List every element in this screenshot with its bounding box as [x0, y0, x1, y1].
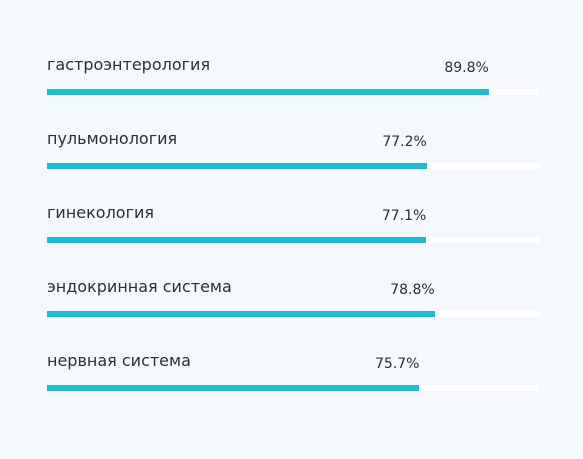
progress-track: [47, 237, 539, 243]
progress-track: [47, 385, 539, 391]
row-label: нервная система: [47, 351, 191, 370]
row-value: 77.1%: [381, 208, 427, 224]
progress-fill: [47, 385, 420, 391]
row-value: 89.8%: [444, 60, 489, 76]
progress-list: гастроэнтерология 89.8% пульмонология 77…: [47, 0, 539, 391]
row-label: гинекология: [47, 203, 155, 222]
row-label: эндокринная система: [47, 277, 232, 296]
progress-track: [47, 163, 539, 169]
progress-row: пульмонология 77.2%: [47, 74, 539, 169]
progress-fill: [47, 237, 427, 243]
progress-row: эндокринная система 78.8%: [47, 222, 539, 317]
progress-track: [47, 311, 539, 317]
row-label: пульмонология: [47, 129, 178, 148]
progress-row: гастроэнтерология 89.8%: [47, 0, 539, 95]
row-value: 75.7%: [374, 356, 420, 372]
progress-track: [47, 89, 539, 95]
progress-row: гинекология 77.1%: [47, 148, 539, 243]
row-value: 78.8%: [390, 282, 435, 298]
progress-fill: [47, 163, 427, 169]
row-value: 77.2%: [382, 134, 427, 150]
row-label: гастроэнтерология: [47, 55, 211, 74]
progress-row: нервная система 75.7%: [47, 296, 539, 391]
progress-fill: [47, 311, 435, 317]
progress-fill: [47, 89, 489, 95]
